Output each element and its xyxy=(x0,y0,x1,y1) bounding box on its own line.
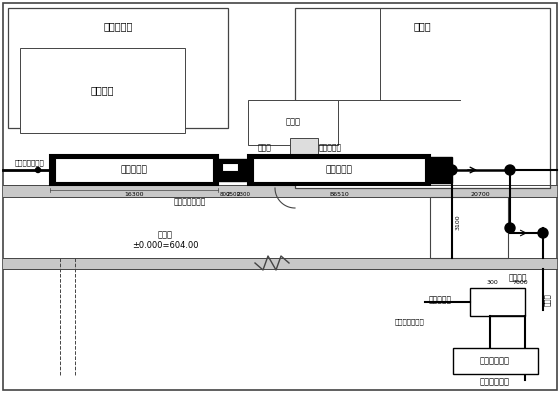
Text: 放射科: 放射科 xyxy=(286,118,301,127)
Text: 原污水处理站: 原污水处理站 xyxy=(480,356,510,365)
Text: 通水管（废水）: 通水管（废水） xyxy=(174,198,206,206)
Text: 在路堤: 在路堤 xyxy=(157,231,172,239)
Circle shape xyxy=(505,223,515,233)
Text: 原辅助用房: 原辅助用房 xyxy=(103,21,133,31)
Bar xyxy=(295,8,550,188)
Bar xyxy=(248,155,430,185)
Text: ±0.000=604.00: ±0.000=604.00 xyxy=(132,241,198,250)
Bar xyxy=(290,138,318,154)
Text: 新建化粪池: 新建化粪池 xyxy=(120,165,147,174)
Text: 新建生化池: 新建生化池 xyxy=(325,165,352,174)
Bar xyxy=(20,48,185,133)
Text: 800: 800 xyxy=(220,191,230,196)
Bar xyxy=(430,157,452,183)
Text: 新重风机房: 新重风机房 xyxy=(319,143,342,152)
Text: 2300: 2300 xyxy=(237,191,251,196)
Bar xyxy=(253,158,425,182)
Bar xyxy=(3,185,557,197)
Bar xyxy=(248,100,338,145)
Bar xyxy=(50,155,218,185)
Circle shape xyxy=(447,165,457,175)
Text: 新建集水池: 新建集水池 xyxy=(429,296,452,305)
Text: 300: 300 xyxy=(486,279,498,285)
Text: 门诊楼: 门诊楼 xyxy=(413,21,431,31)
Bar xyxy=(3,258,557,269)
Circle shape xyxy=(538,228,548,238)
Text: 滤液管: 滤液管 xyxy=(544,294,550,307)
Text: B6510: B6510 xyxy=(329,191,349,196)
Text: 进水管（污水）: 进水管（污水） xyxy=(15,160,45,166)
Text: 20700: 20700 xyxy=(470,191,490,196)
Text: 集中绿地: 集中绿地 xyxy=(90,85,114,95)
Circle shape xyxy=(505,165,515,175)
Bar xyxy=(470,288,525,316)
Bar xyxy=(453,348,538,374)
Bar xyxy=(8,8,228,128)
Text: 此段为压提升管: 此段为压提升管 xyxy=(395,319,424,325)
Text: 2500: 2500 xyxy=(227,191,241,196)
Bar xyxy=(430,197,508,258)
Text: 7600: 7600 xyxy=(512,279,528,285)
Circle shape xyxy=(35,167,40,173)
Bar xyxy=(222,163,238,171)
Text: 汇流管: 汇流管 xyxy=(258,143,272,152)
Text: 3100: 3100 xyxy=(455,214,460,230)
Text: 16300: 16300 xyxy=(124,191,144,196)
Bar xyxy=(218,159,248,181)
Text: 固废仓库: 固废仓库 xyxy=(508,274,528,283)
Text: 接入市政管网: 接入市政管网 xyxy=(480,378,510,386)
Bar xyxy=(55,158,213,182)
